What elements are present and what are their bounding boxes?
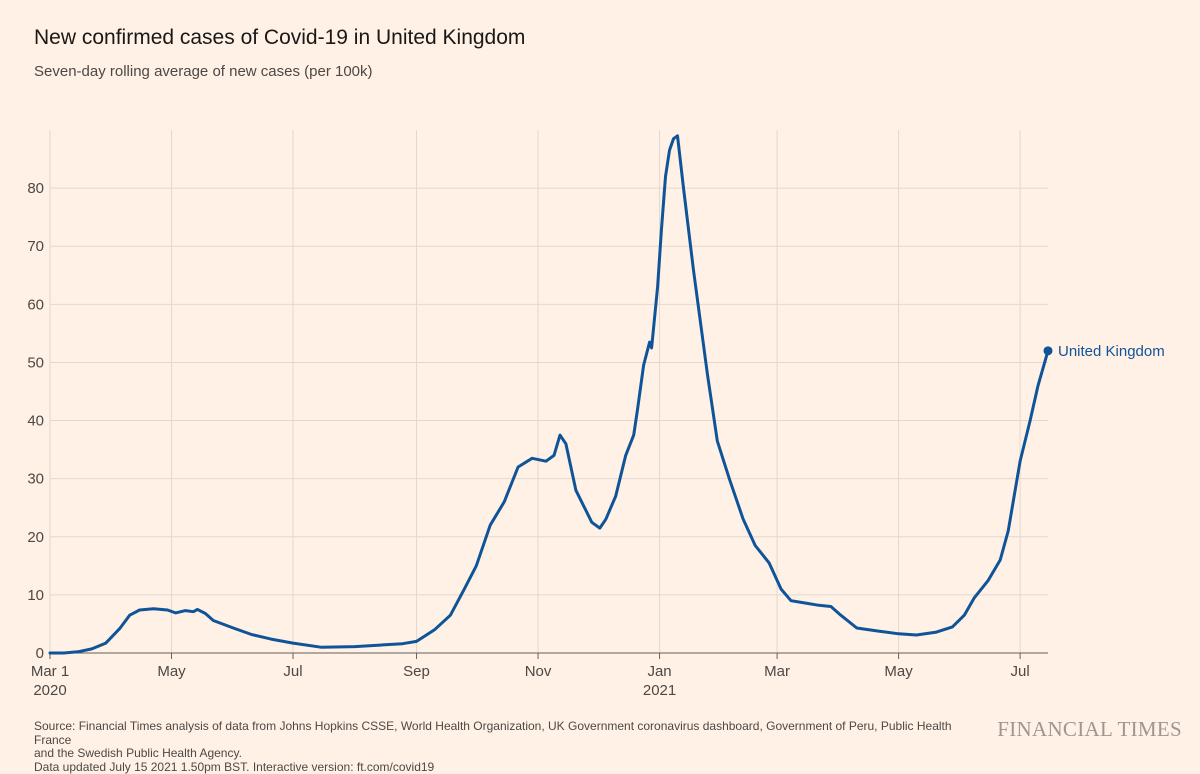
y-tick-label: 40 bbox=[27, 413, 44, 430]
series-end-marker bbox=[1044, 346, 1053, 355]
x-tick-year-label: 2020 bbox=[33, 682, 66, 699]
y-tick-label: 70 bbox=[27, 238, 44, 255]
x-tick-label: Jul bbox=[1011, 663, 1030, 680]
source-line-2: and the Swedish Public Health Agency. bbox=[34, 747, 984, 761]
y-tick-label: 30 bbox=[27, 471, 44, 488]
x-tick-label: Jan bbox=[647, 663, 671, 680]
source-line-1: Source: Financial Times analysis of data… bbox=[34, 720, 984, 747]
y-tick-label: 50 bbox=[27, 354, 44, 371]
x-tick-year-label: 2021 bbox=[643, 682, 676, 699]
x-tick-label: Sep bbox=[403, 663, 430, 680]
source-note: Source: Financial Times analysis of data… bbox=[34, 720, 984, 774]
x-tick-label: Mar bbox=[764, 663, 790, 680]
x-tick-label: Mar 1 bbox=[31, 663, 69, 680]
y-axis: 0 10 20 30 40 50 60 70 80 bbox=[27, 180, 44, 662]
x-axis: Mar 1 2020 May Jul Sep Nov Jan 2021 Mar May Jul bbox=[31, 653, 1048, 699]
x-tick-label: May bbox=[884, 663, 913, 680]
y-tick-label: 20 bbox=[27, 529, 44, 546]
y-tick-label: 0 bbox=[36, 645, 44, 662]
ft-logo: FINANCIAL TIMES bbox=[997, 717, 1182, 742]
y-tick-label: 60 bbox=[27, 296, 44, 313]
series-layer: United Kingdom bbox=[50, 136, 1165, 653]
x-tick-label: Jul bbox=[283, 663, 302, 680]
x-tick-label: Nov bbox=[525, 663, 552, 680]
x-tick-label: May bbox=[157, 663, 186, 680]
series-label-united-kingdom: United Kingdom bbox=[1058, 343, 1165, 360]
y-tick-label: 80 bbox=[27, 180, 44, 197]
source-line-3: Data updated July 15 2021 1.50pm BST. In… bbox=[34, 761, 984, 774]
gridlines bbox=[50, 130, 1048, 653]
y-tick-label: 10 bbox=[27, 587, 44, 604]
